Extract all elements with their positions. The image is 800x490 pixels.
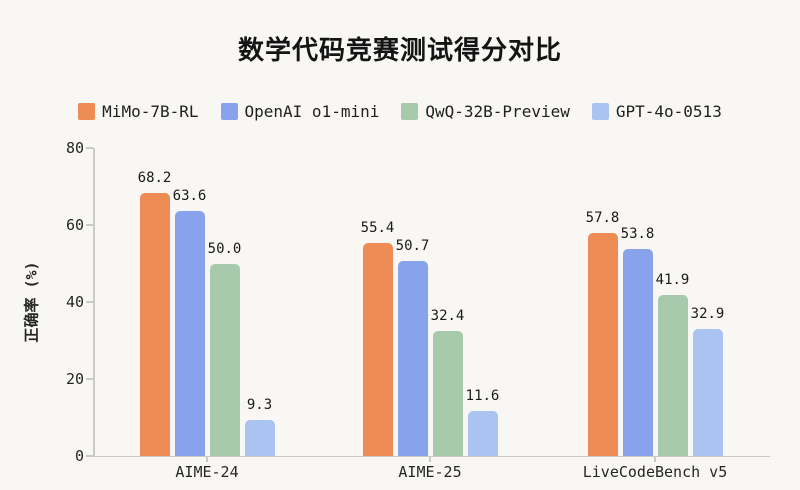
y-axis-line bbox=[93, 148, 95, 456]
y-tick-mark bbox=[86, 455, 93, 457]
y-tick-label: 40 bbox=[65, 293, 84, 311]
bar-value-label: 32.9 bbox=[690, 306, 725, 323]
x-category-label: AIME-25 bbox=[398, 463, 462, 481]
bar-value-label: 41.9 bbox=[655, 271, 690, 288]
y-tick-mark bbox=[86, 147, 93, 149]
bar-value-label: 55.4 bbox=[360, 219, 395, 236]
x-tick-mark bbox=[654, 456, 656, 462]
legend: MiMo-7B-RL OpenAI o1-mini QwQ-32B-Preview G… bbox=[0, 102, 800, 121]
bar bbox=[397, 260, 428, 456]
bar-value-label: 32.4 bbox=[430, 308, 465, 325]
x-category-label: AIME-24 bbox=[175, 463, 239, 481]
legend-label: MiMo-7B-RL bbox=[102, 102, 199, 121]
bar-value-label: 63.6 bbox=[172, 188, 207, 205]
legend-swatch bbox=[220, 103, 238, 120]
y-tick-label: 0 bbox=[74, 447, 84, 465]
bar bbox=[622, 248, 653, 456]
bar bbox=[692, 329, 723, 456]
y-tick-label: 20 bbox=[65, 370, 84, 388]
bar bbox=[587, 233, 618, 456]
legend-item: QwQ-32B-Preview bbox=[401, 102, 570, 121]
bar-value-label: 53.8 bbox=[620, 225, 655, 242]
bar bbox=[362, 242, 393, 456]
y-tick-mark bbox=[86, 301, 93, 303]
y-tick-label: 80 bbox=[65, 139, 84, 157]
chart-title: 数学代码竞赛测试得分对比 bbox=[237, 36, 562, 66]
legend-item: OpenAI o1-mini bbox=[220, 102, 380, 121]
bar bbox=[467, 411, 498, 456]
bar bbox=[432, 331, 463, 456]
legend-swatch bbox=[591, 103, 609, 120]
bar-value-label: 50.7 bbox=[395, 237, 430, 254]
y-tick-label: 60 bbox=[65, 216, 84, 234]
legend-item: MiMo-7B-RL bbox=[78, 102, 199, 121]
legend-swatch bbox=[78, 103, 96, 120]
bar-value-label: 50.0 bbox=[207, 240, 242, 257]
bar bbox=[244, 420, 275, 456]
bar bbox=[657, 294, 688, 456]
bar-value-label: 57.8 bbox=[585, 210, 620, 227]
legend-label: OpenAI o1-mini bbox=[244, 102, 380, 121]
x-tick-mark bbox=[429, 456, 431, 462]
x-axis-line bbox=[93, 455, 770, 457]
y-tick-mark bbox=[86, 224, 93, 226]
x-category-label: LiveCodeBench v5 bbox=[582, 463, 728, 481]
legend-swatch bbox=[401, 103, 419, 120]
x-tick-mark bbox=[206, 456, 208, 462]
bar-value-label: 9.3 bbox=[246, 397, 273, 414]
bar bbox=[174, 211, 205, 456]
bar-value-label: 11.6 bbox=[465, 388, 500, 405]
legend-label: QwQ-32B-Preview bbox=[425, 102, 570, 121]
bar-value-label: 68.2 bbox=[137, 170, 172, 187]
y-tick-mark bbox=[86, 378, 93, 380]
bar bbox=[209, 263, 240, 456]
bar bbox=[139, 193, 170, 456]
legend-item: GPT-4o-0513 bbox=[591, 102, 722, 121]
legend-label: GPT-4o-0513 bbox=[615, 102, 722, 121]
